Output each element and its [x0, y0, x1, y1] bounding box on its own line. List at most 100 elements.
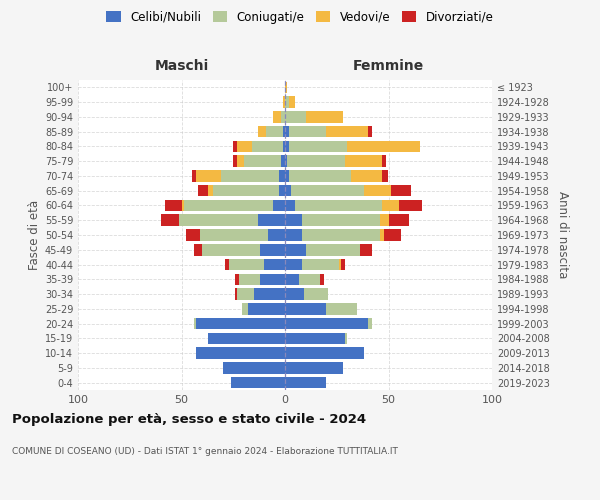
Bar [196, 318, 285, 330]
Bar [260, 274, 285, 285]
Bar [320, 274, 325, 285]
Bar [382, 200, 399, 211]
Bar [161, 214, 179, 226]
Bar [268, 229, 285, 241]
Bar [212, 185, 279, 196]
Text: Femmine: Femmine [353, 58, 424, 72]
Bar [242, 303, 248, 314]
Bar [285, 96, 289, 108]
Bar [200, 229, 268, 241]
Bar [196, 348, 285, 359]
Bar [285, 332, 345, 344]
Bar [364, 185, 391, 196]
Bar [289, 126, 326, 138]
Bar [281, 156, 285, 167]
Bar [306, 111, 343, 122]
Bar [179, 214, 258, 226]
Bar [304, 288, 328, 300]
Bar [399, 200, 422, 211]
Bar [265, 259, 285, 270]
Bar [258, 126, 266, 138]
Bar [184, 200, 272, 211]
Bar [272, 111, 281, 122]
Y-axis label: Anni di nascita: Anni di nascita [556, 192, 569, 278]
Bar [285, 348, 364, 359]
Bar [233, 156, 238, 167]
Bar [345, 156, 382, 167]
Bar [302, 229, 380, 241]
Bar [285, 82, 287, 93]
Bar [192, 170, 196, 181]
Bar [229, 259, 265, 270]
Bar [182, 200, 184, 211]
Bar [382, 170, 389, 181]
Bar [368, 126, 372, 138]
Bar [196, 170, 221, 181]
Bar [285, 111, 306, 122]
Bar [339, 259, 341, 270]
Bar [165, 200, 182, 211]
Bar [326, 303, 358, 314]
Bar [289, 170, 351, 181]
Bar [235, 288, 238, 300]
Bar [208, 332, 285, 344]
Bar [208, 185, 212, 196]
Bar [260, 244, 285, 256]
Y-axis label: Fasce di età: Fasce di età [28, 200, 41, 270]
Bar [233, 140, 238, 152]
Bar [285, 170, 289, 181]
Bar [289, 140, 347, 152]
Bar [285, 303, 326, 314]
Bar [281, 111, 285, 122]
Bar [279, 170, 285, 181]
Bar [248, 303, 285, 314]
Bar [285, 126, 289, 138]
Bar [194, 244, 202, 256]
Bar [283, 126, 285, 138]
Bar [285, 274, 299, 285]
Bar [289, 96, 295, 108]
Legend: Celibi/Nubili, Coniugati/e, Vedovi/e, Divorziati/e: Celibi/Nubili, Coniugati/e, Vedovi/e, Di… [101, 6, 499, 28]
Bar [185, 229, 200, 241]
Bar [283, 140, 285, 152]
Bar [258, 214, 285, 226]
Bar [285, 200, 295, 211]
Bar [285, 140, 289, 152]
Bar [235, 274, 239, 285]
Bar [351, 170, 382, 181]
Bar [252, 140, 283, 152]
Bar [198, 185, 208, 196]
Bar [341, 259, 345, 270]
Bar [238, 140, 252, 152]
Bar [302, 214, 380, 226]
Bar [359, 244, 372, 256]
Bar [385, 229, 401, 241]
Bar [285, 362, 343, 374]
Bar [272, 200, 285, 211]
Bar [285, 377, 326, 388]
Bar [291, 185, 364, 196]
Bar [285, 259, 302, 270]
Bar [285, 185, 291, 196]
Bar [382, 156, 386, 167]
Bar [221, 170, 279, 181]
Bar [285, 318, 368, 330]
Bar [223, 362, 285, 374]
Bar [285, 229, 302, 241]
Bar [285, 214, 302, 226]
Bar [380, 229, 385, 241]
Bar [279, 185, 285, 196]
Bar [266, 126, 283, 138]
Bar [287, 156, 345, 167]
Bar [302, 259, 339, 270]
Bar [295, 200, 382, 211]
Text: Maschi: Maschi [154, 58, 209, 72]
Bar [225, 259, 229, 270]
Bar [238, 156, 244, 167]
Bar [285, 244, 306, 256]
Bar [285, 288, 304, 300]
Bar [231, 377, 285, 388]
Bar [299, 274, 320, 285]
Bar [285, 156, 287, 167]
Bar [391, 185, 411, 196]
